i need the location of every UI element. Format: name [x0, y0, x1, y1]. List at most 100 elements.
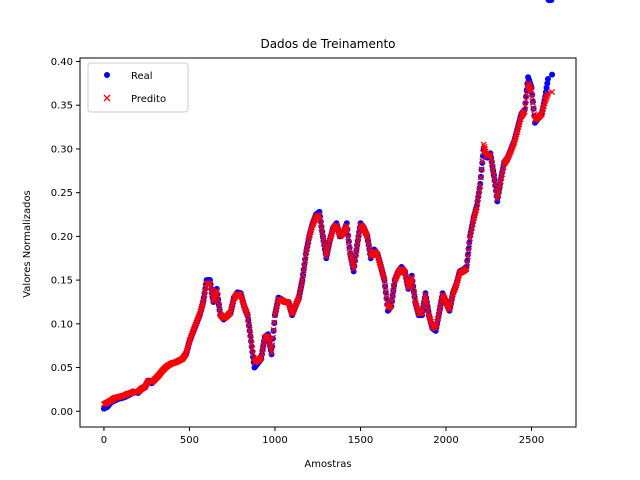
- point-predito: [246, 326, 253, 333]
- point-predito: [269, 334, 276, 341]
- point-predito: [381, 277, 388, 284]
- point-predito: [195, 312, 203, 320]
- point-predito: [247, 331, 254, 338]
- point-predito: [290, 307, 297, 314]
- point-real: [549, 71, 556, 78]
- point-real: [479, 159, 486, 166]
- point-predito: [243, 310, 250, 317]
- axes: 0 500 1000 1500 2000 2500 0.00 0.05 0.10 0.15 0.20…: [51, 57, 577, 446]
- point-predito: [463, 265, 470, 272]
- point-predito: [477, 174, 484, 181]
- point-predito: [268, 349, 275, 356]
- legend: Real Predito: [87, 62, 189, 113]
- y-tick-label: 0.10: [51, 319, 73, 330]
- point-predito: [352, 252, 359, 259]
- point-predito: [382, 288, 389, 295]
- x-tick-label: 2000: [433, 435, 458, 446]
- point-real: [268, 351, 275, 358]
- point-predito: [289, 309, 296, 316]
- point-predito: [291, 305, 298, 313]
- y-tick-label: 0.00: [51, 407, 73, 418]
- point-predito: [291, 304, 298, 311]
- point-predito: [248, 341, 255, 348]
- point-real: [544, 75, 551, 82]
- point-predito: [523, 97, 530, 104]
- y-tick-label: 0.25: [51, 188, 73, 199]
- point-predito: [508, 145, 515, 152]
- point-predito: [465, 247, 472, 254]
- point-predito: [344, 228, 351, 235]
- point-predito: [242, 306, 249, 313]
- point-predito: [388, 302, 395, 309]
- point-predito: [192, 321, 199, 328]
- point-predito: [249, 345, 256, 352]
- point-predito: [343, 222, 350, 229]
- point-predito: [510, 140, 517, 147]
- y-tick-label: 0.15: [51, 276, 73, 287]
- y-tick-label: 0.40: [51, 57, 73, 68]
- point-predito: [271, 319, 278, 326]
- point-predito: [241, 303, 248, 310]
- point-predito: [542, 97, 549, 104]
- point-predito: [193, 319, 200, 327]
- point-predito: [214, 292, 221, 299]
- point-predito: [522, 102, 529, 109]
- point-real: [548, 0, 555, 3]
- point-real: [529, 98, 536, 105]
- point-predito: [529, 99, 536, 106]
- y-tick-label: 0.35: [51, 101, 73, 112]
- point-predito: [215, 296, 222, 304]
- point-predito: [216, 306, 223, 313]
- point-predito: [241, 305, 248, 312]
- point-predito: [194, 316, 201, 323]
- plot-area: [101, 0, 556, 412]
- point-predito: [383, 293, 390, 300]
- point-predito: [529, 93, 536, 101]
- point-predito: [449, 291, 456, 298]
- point-predito: [477, 182, 484, 189]
- point-predito: [389, 292, 396, 299]
- point-predito: [300, 267, 307, 274]
- point-predito: [351, 256, 359, 263]
- point-predito: [411, 293, 418, 300]
- y-tick-label: 0.05: [51, 363, 73, 374]
- point-predito: [510, 142, 517, 149]
- point-predito: [490, 172, 497, 179]
- point-predito: [523, 91, 530, 98]
- point-predito: [549, 89, 556, 96]
- point-predito: [247, 336, 255, 343]
- point-predito: [491, 176, 498, 183]
- point-predito: [243, 308, 250, 315]
- point-predito: [195, 314, 202, 321]
- legend-marker-predito: [103, 94, 111, 102]
- point-predito: [299, 272, 307, 279]
- point-predito: [544, 92, 551, 99]
- legend-label-real: Real: [131, 71, 153, 82]
- point-predito: [270, 327, 277, 334]
- point-predito: [190, 326, 197, 333]
- point-predito: [245, 316, 252, 324]
- point-predito: [479, 157, 486, 165]
- point-predito: [542, 96, 549, 103]
- x-tick-label: 1000: [262, 435, 287, 446]
- x-tick-label: 500: [180, 435, 199, 446]
- point-predito: [452, 284, 459, 291]
- point-predito: [388, 297, 396, 304]
- point-predito: [301, 262, 308, 269]
- point-predito: [345, 234, 352, 241]
- point-predito: [521, 108, 528, 115]
- point-predito: [299, 277, 306, 284]
- point-predito: [410, 288, 417, 295]
- point-predito: [390, 282, 398, 289]
- point-predito: [409, 279, 416, 286]
- y-tick-label: 0.20: [51, 232, 73, 243]
- y-axis-title: Valores Normalizados: [22, 190, 33, 298]
- point-predito: [302, 257, 309, 264]
- point-predito: [509, 144, 516, 151]
- x-axis-title: Amostras: [304, 459, 351, 470]
- point-real: [477, 180, 484, 187]
- legend-marker-real: [104, 72, 110, 78]
- point-predito: [353, 247, 360, 254]
- point-predito: [478, 166, 485, 173]
- axes-frame: [79, 57, 577, 428]
